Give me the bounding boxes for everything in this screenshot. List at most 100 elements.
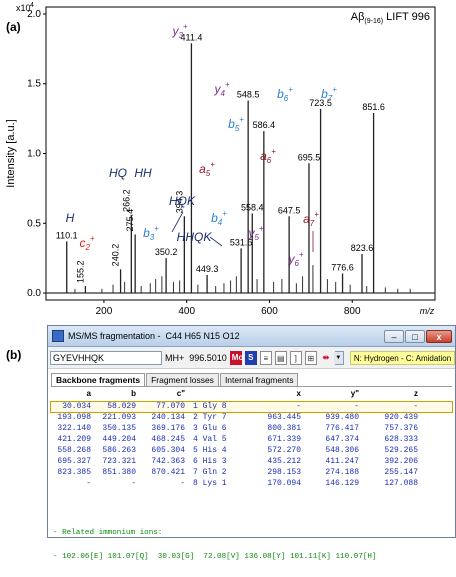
mh-value: MH+ 996.5010 xyxy=(165,352,227,363)
table-cell: 586.263 xyxy=(102,446,136,455)
hqk-pointer xyxy=(171,211,184,233)
tab-internal-fragments[interactable]: Internal fragments xyxy=(219,373,299,386)
table-cell: 776.417 xyxy=(325,424,359,433)
table-cell: 369.176 xyxy=(151,424,185,433)
list-icon[interactable]: ≡ xyxy=(259,350,272,365)
table-cell: 392.206 xyxy=(384,457,418,466)
minimize-button[interactable]: – xyxy=(384,329,404,343)
table-cell: 823.385 xyxy=(57,468,91,477)
window-titlebar[interactable]: MS/MS fragmentation - C44 H65 N15 O12 – … xyxy=(48,326,455,347)
ion-annotation-b: b6+ xyxy=(277,85,293,103)
tab-fragment-losses[interactable]: Fragment losses xyxy=(146,373,219,386)
ion-annotation-b: b7+ xyxy=(321,85,337,103)
panel-label-b: (b) xyxy=(6,348,22,362)
ion-annotation-y: y3+ xyxy=(171,22,187,40)
table-row[interactable]: 421.209 449.204 468.245 4 Val 5 671.339 647.3… xyxy=(51,435,452,445)
table-cell: 870.421 xyxy=(151,468,185,477)
column-header: c" xyxy=(176,389,185,398)
table-row[interactable]: ---8 Lys 1 170.094 146.129 127.088 xyxy=(51,479,452,489)
table-cell: 411.247 xyxy=(325,457,359,466)
tab-backbone-fragments[interactable]: Backbone fragments xyxy=(51,373,146,386)
table-cell: 695.327 xyxy=(57,457,91,466)
table-cell: - xyxy=(413,402,418,411)
ms-fragmentation-window: MS/MS fragmentation - C44 H65 N15 O12 – … xyxy=(47,325,456,561)
peak-label: 275.4 xyxy=(125,209,135,232)
mono-toggle-button[interactable]: Mo xyxy=(229,350,243,365)
y-tick-label: 1.5 xyxy=(27,79,41,90)
maximize-button[interactable]: □ xyxy=(405,329,425,343)
ion-annotation-c: c2+ xyxy=(79,234,94,252)
hhqk-pointer xyxy=(209,236,223,247)
peak-label: 350.2 xyxy=(155,247,178,257)
table-cell: 647.374 xyxy=(325,435,359,444)
s-button[interactable]: S xyxy=(244,350,257,365)
peak-label: 531.5 xyxy=(230,237,253,247)
table-icon[interactable]: ▤ xyxy=(274,350,287,365)
ion-annotation-a: a7+ xyxy=(303,210,319,228)
table-cell: 4 Val 5 xyxy=(193,435,227,444)
chart-title: Aβ(9-16) LIFT 996 xyxy=(351,11,430,25)
table-cell: 605.304 xyxy=(151,446,185,455)
table-cell: 298.153 xyxy=(267,468,301,477)
table-cell: 58.029 xyxy=(107,402,136,411)
ion-annotation-y: y4+ xyxy=(213,80,229,98)
column-header: x xyxy=(296,389,301,398)
table-cell: 322.140 xyxy=(57,424,91,433)
ion-annotation-b: b4+ xyxy=(211,209,227,227)
table-cell: 77.070 xyxy=(156,402,185,411)
table-cell: 628.333 xyxy=(384,435,418,444)
peak-label: 851.6 xyxy=(362,102,385,112)
table-cell: 572.270 xyxy=(267,446,301,455)
table-row[interactable]: 558.268 586.263 605.304 5 His 4 572.270 548.3… xyxy=(51,446,452,456)
peak-label: 558.4 xyxy=(241,202,264,212)
panel-label-a: (a) xyxy=(6,20,21,34)
table-cell: 421.209 xyxy=(57,435,91,444)
table-row[interactable]: 193.098 221.093 240.134 2 Tyr 7 963.445 939.4… xyxy=(51,413,452,423)
table-cell: 435.212 xyxy=(267,457,301,466)
peak-label: 776.6 xyxy=(331,262,354,272)
ion-annotation-y: y6+ xyxy=(287,250,303,268)
charge-select[interactable]: 3 ▼ xyxy=(333,350,344,365)
swap-arrows-icon[interactable]: ⇹ xyxy=(322,352,330,362)
sequence-input[interactable] xyxy=(50,350,162,365)
grid-icon[interactable]: ⊞ xyxy=(304,350,317,365)
table-cell: 671.339 xyxy=(267,435,301,444)
table-cell: - xyxy=(86,479,91,488)
peak-label: 449.3 xyxy=(196,264,219,274)
table-cell: - xyxy=(180,479,185,488)
table-cell: 30.034 xyxy=(62,402,91,411)
x-tick-label: 400 xyxy=(178,306,195,317)
table-cell: 558.268 xyxy=(57,446,91,455)
column-header: a xyxy=(86,389,91,398)
peak-label: 823.6 xyxy=(351,243,374,253)
table-row[interactable]: 322.140 350.135 369.176 3 Glu 6 800.381 776.4… xyxy=(51,424,452,434)
table-cell: 742.363 xyxy=(151,457,185,466)
table-cell: 193.098 xyxy=(57,413,91,422)
peak-label: 647.5 xyxy=(278,205,301,215)
table-cell: 2 Tyr 7 xyxy=(193,413,227,422)
y-tick-label: 2.0 xyxy=(27,9,41,20)
y-axis-label: Intensity [a.u.] xyxy=(5,119,17,187)
table-row[interactable]: 823.385 851.380 870.421 7 Gln 2 298.153 274.1… xyxy=(51,468,452,478)
table-cell: 5 His 4 xyxy=(193,446,227,455)
table-cell: 255.147 xyxy=(384,468,418,477)
peak-label: 586.4 xyxy=(253,120,276,130)
immonium-values: - 102.06[E] 101.07[Q] 30.03[G] 72.08[V] … xyxy=(53,553,377,561)
table-row[interactable]: 30.034 58.029 77.070 1 Gly 8 - - - xyxy=(50,401,453,413)
table-cell: 274.188 xyxy=(325,468,359,477)
table-row[interactable]: 695.327 723.321 742.363 6 His 3 435.212 411.2… xyxy=(51,457,452,467)
ion-annotation-b: b5+ xyxy=(228,115,244,133)
peak-label: 695.5 xyxy=(298,152,321,162)
bracket-icon[interactable]: ] xyxy=(289,350,302,365)
table-cell: 127.088 xyxy=(384,479,418,488)
close-button[interactable]: x xyxy=(426,329,452,343)
x-axis-label: m/z xyxy=(420,306,435,316)
peak-label: 110.1 xyxy=(56,230,78,240)
table-cell: 963.445 xyxy=(267,413,301,422)
ion-annotation-a: a6+ xyxy=(260,147,276,165)
y-multiplier-exp: 4 xyxy=(30,2,34,9)
table-cell: 468.245 xyxy=(151,435,185,444)
ion-annotation-imm: HQ xyxy=(109,166,127,180)
table-header-row: a b c" x y" z xyxy=(51,389,452,399)
column-header: b xyxy=(131,389,136,398)
